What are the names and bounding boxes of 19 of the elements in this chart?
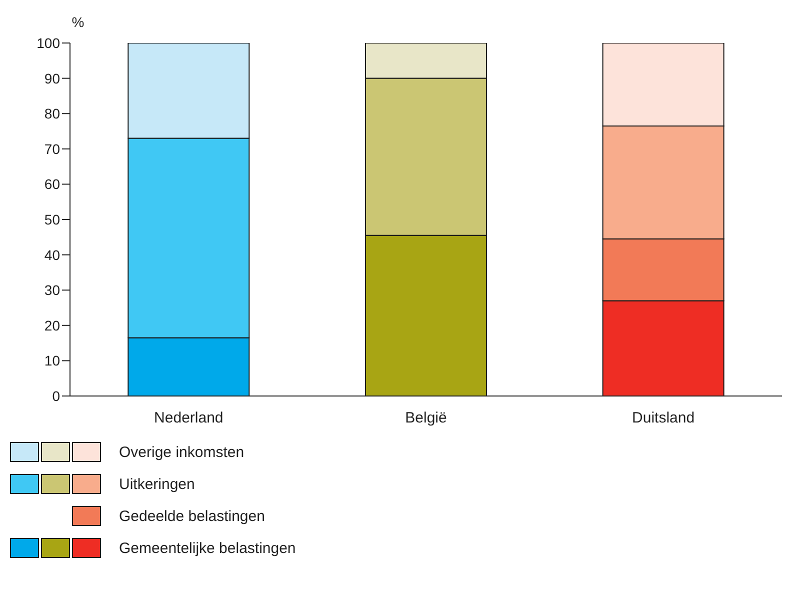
- y-tick-label: 80: [44, 106, 60, 122]
- legend-label: Uitkeringen: [119, 476, 195, 492]
- y-tick-label: 50: [44, 211, 60, 228]
- x-tick-label: Duitsland: [632, 410, 695, 427]
- y-tick-label: 90: [44, 70, 60, 86]
- y-tick-label: 20: [44, 317, 60, 334]
- x-tick-label: België: [405, 410, 447, 427]
- y-tick-label: 60: [44, 176, 60, 192]
- y-tick-label: 100: [36, 34, 60, 51]
- y-tick-label: 70: [44, 140, 60, 157]
- legend-label: Overige inkomsten: [119, 444, 244, 460]
- legend-label: Gemeentelijke belastingen: [119, 540, 296, 556]
- y-tick-label: 10: [44, 352, 60, 369]
- y-axis-title: %: [72, 14, 84, 30]
- legend-label: Gedeelde belastingen: [119, 508, 265, 524]
- y-tick-label: 40: [44, 246, 60, 263]
- y-tick-label: 30: [44, 282, 60, 298]
- x-tick-label: Nederland: [154, 410, 224, 427]
- y-tick-label: 0: [52, 388, 60, 404]
